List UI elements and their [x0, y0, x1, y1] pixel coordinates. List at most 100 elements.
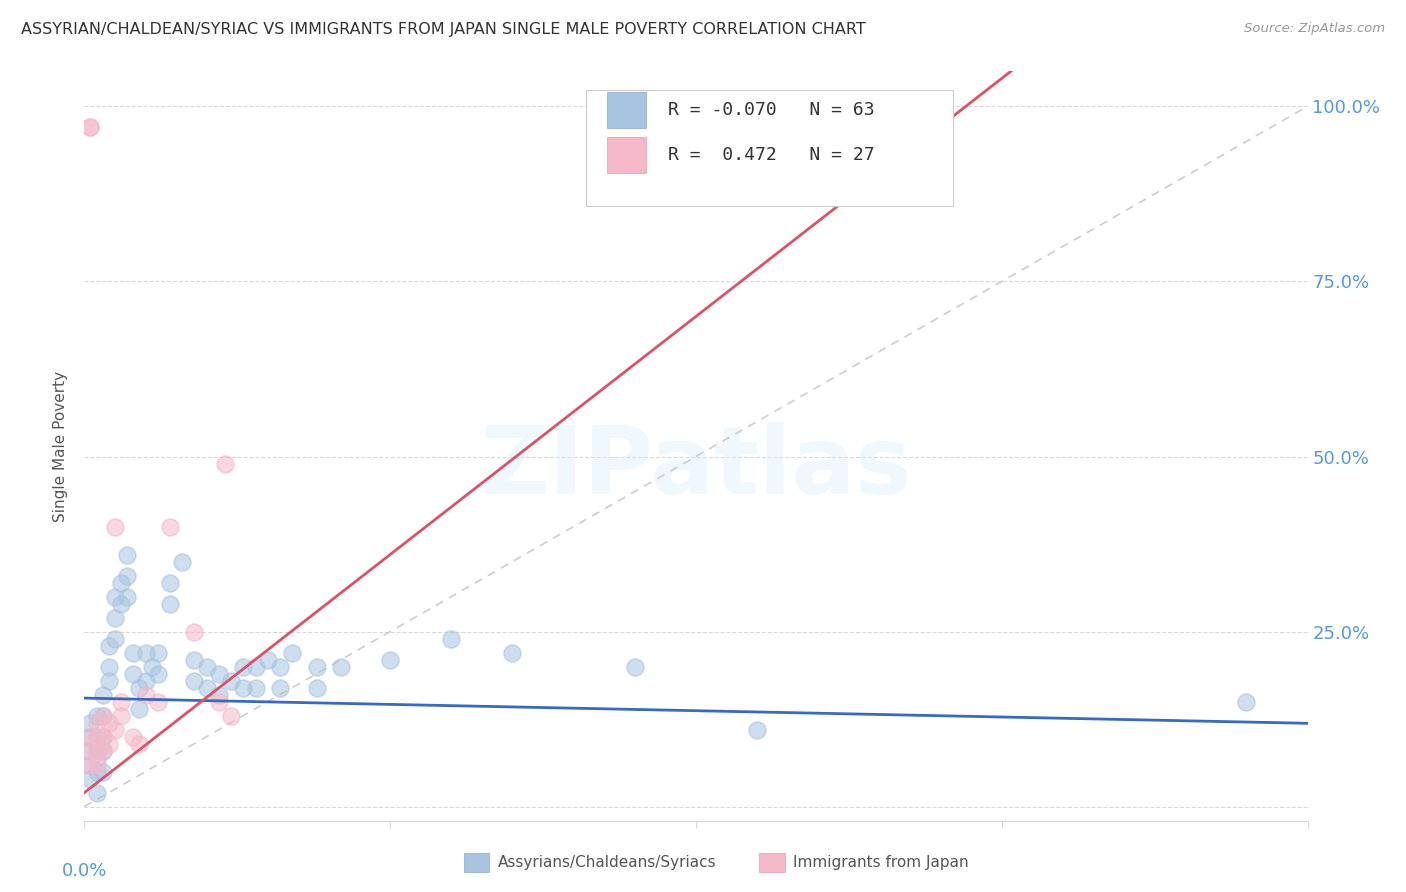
Point: [79, 120, 101, 135]
Point: [135, 673, 157, 688]
Point: [104, 610, 127, 624]
Point: [232, 681, 254, 695]
Point: [104, 519, 127, 533]
Point: [122, 730, 145, 744]
Text: R = -0.070   N = 63: R = -0.070 N = 63: [668, 101, 875, 119]
Point: [79, 730, 101, 744]
Point: [440, 632, 463, 646]
Point: [269, 659, 291, 673]
Point: [86, 743, 108, 757]
Point: [245, 681, 267, 695]
Point: [183, 624, 205, 639]
Point: [91, 743, 114, 757]
Point: [104, 723, 127, 737]
Point: [91, 688, 114, 702]
Point: [208, 695, 231, 709]
Point: [159, 575, 181, 590]
Point: [208, 688, 231, 702]
Point: [79, 743, 101, 757]
Point: [91, 730, 114, 744]
Point: [281, 646, 304, 660]
Point: [502, 646, 524, 660]
Point: [1236, 695, 1258, 709]
Point: [91, 764, 114, 779]
Point: [115, 590, 138, 604]
Text: ZIPatlas: ZIPatlas: [481, 423, 911, 515]
Bar: [606, 136, 645, 172]
Point: [110, 695, 132, 709]
Point: [86, 708, 108, 723]
Point: [97, 737, 120, 751]
Point: [159, 519, 181, 533]
Point: [110, 597, 132, 611]
Point: [195, 659, 218, 673]
Point: [79, 730, 101, 744]
Point: [146, 695, 169, 709]
Point: [79, 743, 101, 757]
Point: [122, 646, 145, 660]
Point: [110, 708, 132, 723]
Point: [208, 666, 231, 681]
Point: [305, 681, 328, 695]
Point: [122, 666, 145, 681]
Point: [141, 659, 163, 673]
Point: [172, 555, 194, 569]
Point: [86, 757, 108, 772]
Point: [183, 673, 205, 688]
Point: [97, 673, 120, 688]
Point: [86, 750, 108, 764]
Point: [91, 743, 114, 757]
Point: [115, 548, 138, 562]
Point: [245, 659, 267, 673]
Point: [232, 659, 254, 673]
Point: [214, 457, 236, 471]
Point: [91, 708, 114, 723]
Point: [146, 666, 169, 681]
Point: [79, 120, 101, 135]
Point: [183, 652, 205, 666]
Point: [747, 723, 769, 737]
Point: [135, 688, 157, 702]
Point: [86, 743, 108, 757]
Point: [79, 715, 101, 730]
Point: [128, 737, 150, 751]
Point: [110, 575, 132, 590]
Point: [146, 646, 169, 660]
Point: [79, 757, 101, 772]
Point: [86, 786, 108, 800]
Point: [219, 673, 242, 688]
Point: [257, 652, 280, 666]
Text: Immigrants from Japan: Immigrants from Japan: [793, 855, 969, 870]
Point: [79, 772, 101, 786]
Point: [330, 659, 353, 673]
Point: [305, 659, 328, 673]
Point: [115, 568, 138, 582]
Point: [86, 730, 108, 744]
Bar: [606, 92, 645, 128]
Point: [104, 632, 127, 646]
Point: [79, 757, 101, 772]
Point: [128, 701, 150, 715]
Text: Assyrians/Chaldeans/Syriacs: Assyrians/Chaldeans/Syriacs: [498, 855, 716, 870]
Text: Source: ZipAtlas.com: Source: ZipAtlas.com: [1244, 22, 1385, 36]
Point: [97, 639, 120, 653]
Point: [104, 590, 127, 604]
FancyBboxPatch shape: [586, 90, 953, 206]
Point: [86, 715, 108, 730]
Point: [86, 764, 108, 779]
Point: [135, 646, 157, 660]
Point: [269, 681, 291, 695]
Text: 0.0%: 0.0%: [62, 862, 107, 880]
Point: [219, 708, 242, 723]
Point: [624, 659, 647, 673]
Point: [159, 597, 181, 611]
Point: [91, 708, 114, 723]
Point: [195, 681, 218, 695]
Point: [86, 730, 108, 744]
Text: R =  0.472   N = 27: R = 0.472 N = 27: [668, 145, 875, 163]
Point: [128, 681, 150, 695]
Y-axis label: Single Male Poverty: Single Male Poverty: [53, 370, 69, 522]
Point: [97, 715, 120, 730]
Point: [380, 652, 402, 666]
Point: [91, 730, 114, 744]
